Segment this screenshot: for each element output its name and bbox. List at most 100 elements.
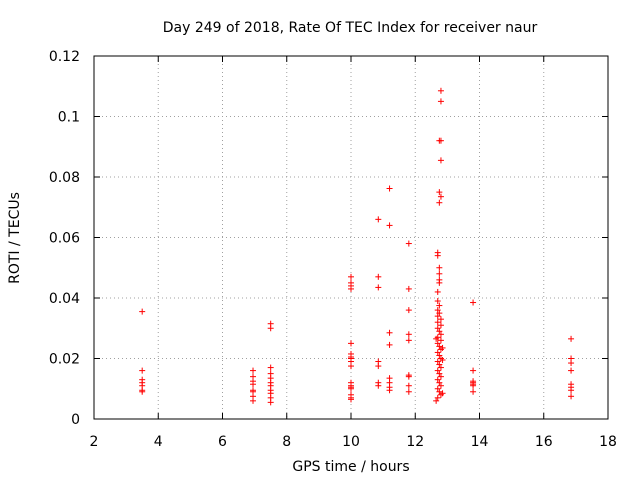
data-point <box>405 388 412 395</box>
data-point <box>470 367 477 374</box>
data-point <box>386 222 393 229</box>
data-point <box>437 337 444 344</box>
data-point <box>375 382 382 389</box>
data-point <box>436 270 443 277</box>
x-tick-label: 14 <box>471 434 489 450</box>
data-point <box>434 313 441 320</box>
data-point <box>437 137 444 144</box>
data-point <box>405 337 412 344</box>
data-point <box>437 322 444 329</box>
data-point <box>375 273 382 280</box>
data-point <box>434 307 441 314</box>
data-point <box>405 307 412 314</box>
data-point <box>348 273 354 280</box>
data-point <box>436 352 443 359</box>
data-point <box>267 399 274 406</box>
chart-title: Day 249 of 2018, Rate Of TEC Index for r… <box>163 20 538 36</box>
data-point <box>348 340 354 347</box>
data-point <box>436 379 443 386</box>
data-point <box>375 284 382 291</box>
data-point <box>434 252 441 259</box>
data-point <box>405 382 412 389</box>
data-point <box>436 361 443 368</box>
data-point <box>436 199 443 206</box>
data-point <box>348 285 354 292</box>
x-tick-label: 8 <box>282 434 291 450</box>
data-point <box>568 360 575 367</box>
data-point <box>568 367 575 374</box>
data-point <box>267 325 274 332</box>
data-point <box>250 367 257 374</box>
data-point <box>434 298 441 305</box>
x-tick-label: 4 <box>154 434 163 450</box>
y-tick-label: 0 <box>71 412 80 428</box>
data-point <box>568 393 575 400</box>
x-tick-label: 2 <box>90 434 99 450</box>
data-point <box>434 358 441 365</box>
data-point <box>436 328 443 335</box>
data-point <box>436 279 443 286</box>
y-tick-label: 0.04 <box>49 291 80 307</box>
data-point <box>470 299 477 306</box>
x-tick-label: 12 <box>406 434 424 450</box>
x-tick-label: 6 <box>218 434 227 450</box>
data-point <box>436 189 443 196</box>
data-point <box>437 373 444 380</box>
data-point <box>436 264 443 271</box>
y-tick-label: 0.1 <box>58 110 80 126</box>
data-point <box>436 310 443 317</box>
data-point <box>267 364 274 371</box>
data-point <box>348 385 354 392</box>
data-point <box>375 363 382 370</box>
data-point <box>568 387 575 394</box>
data-point <box>437 193 444 200</box>
data-point <box>405 331 412 338</box>
data-point <box>139 367 146 374</box>
data-point <box>375 216 382 223</box>
data-point <box>139 308 146 315</box>
data-point <box>139 388 146 395</box>
x-tick-label: 10 <box>342 434 360 450</box>
data-point <box>405 240 412 247</box>
data-point <box>434 325 441 332</box>
data-point <box>436 370 443 377</box>
data-point <box>434 349 441 356</box>
data-point <box>437 87 444 94</box>
data-point <box>386 341 393 348</box>
data-point <box>434 385 441 392</box>
data-point <box>437 364 444 371</box>
data-points <box>139 87 575 406</box>
data-point <box>405 285 412 292</box>
data-point <box>434 394 441 401</box>
data-point <box>434 288 441 295</box>
data-point <box>437 157 444 164</box>
data-point <box>386 387 393 394</box>
data-point <box>436 302 443 309</box>
data-point <box>568 335 575 342</box>
data-point <box>470 388 477 395</box>
data-point <box>433 397 440 404</box>
x-tick-label: 16 <box>535 434 553 450</box>
data-point <box>386 185 393 192</box>
data-point <box>348 396 354 403</box>
data-point <box>434 376 441 383</box>
data-point <box>250 397 257 404</box>
data-point <box>439 357 446 364</box>
y-tick-label: 0.06 <box>49 231 80 247</box>
y-tick-label: 0.08 <box>49 170 80 186</box>
data-point <box>348 363 354 370</box>
y-tick-label: 0.02 <box>49 352 80 368</box>
x-tick-label: 18 <box>599 434 617 450</box>
data-point <box>250 381 257 388</box>
data-point <box>437 331 444 338</box>
data-point <box>434 340 441 347</box>
data-point <box>405 373 412 380</box>
data-point <box>439 390 446 397</box>
data-point <box>439 344 446 351</box>
y-axis-label: ROTI / TECUs <box>7 192 23 284</box>
data-point <box>437 316 444 323</box>
data-point <box>470 382 477 389</box>
data-point <box>386 329 393 336</box>
data-point <box>437 382 444 389</box>
